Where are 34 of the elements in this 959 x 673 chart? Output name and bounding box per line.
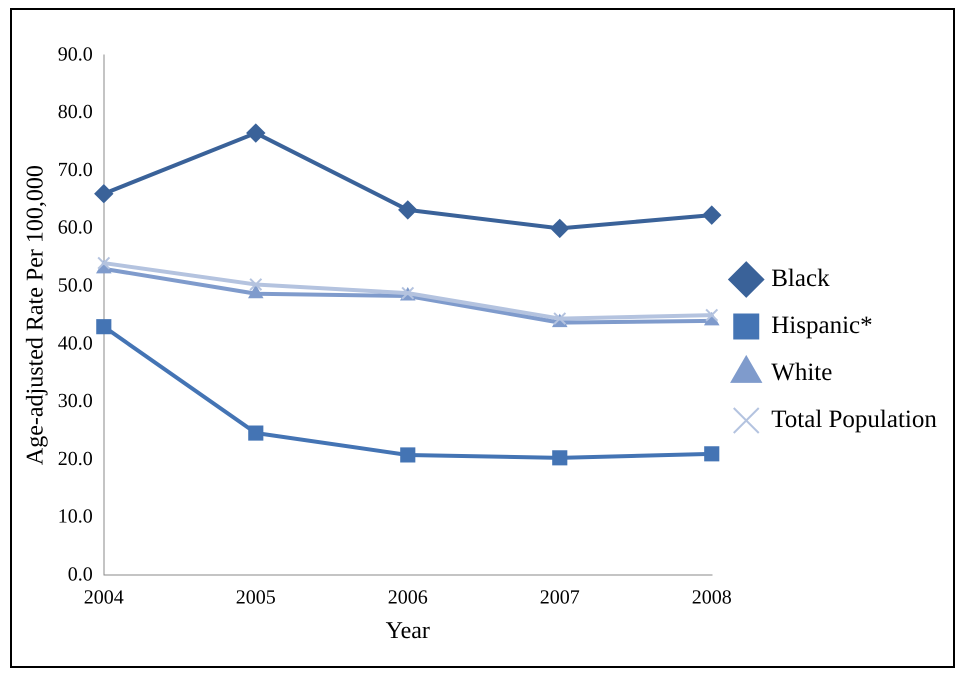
y-tick-label: 40.0 [58,332,93,354]
y-tick-label: 90.0 [58,43,93,66]
y-tick-label: 80.0 [58,101,93,124]
point [704,446,720,462]
point [96,319,112,334]
y-axis-title: Age-adjusted Rate Per 100,000 [22,165,49,466]
y-tick-label: 0.0 [68,563,93,586]
point [400,447,416,463]
point [248,425,264,441]
legend-label: Hispanic* [771,312,873,340]
point [97,256,110,270]
point [249,278,262,292]
y-tick-label: 70.0 [58,158,93,181]
legend-label: Total Population [771,406,938,434]
point [705,308,718,322]
point [398,200,418,220]
x-tick-label: 2008 [692,586,732,608]
y-tick-label: 30.0 [58,390,93,412]
y-tick-label: 60.0 [58,216,93,239]
point [94,184,114,204]
x-tick-label: 2006 [388,586,428,608]
legend-label: Black [771,265,830,292]
legend-label: White [771,359,832,386]
x-tick-label: 2004 [84,586,124,608]
point [550,218,570,238]
point [246,124,266,143]
point [552,450,568,466]
x-tick-label: 2007 [540,586,580,608]
point [702,206,722,225]
y-tick-label: 50.0 [58,274,93,296]
x-tick-label: 2005 [236,586,276,608]
y-tick-label: 20.0 [58,448,93,470]
y-tick-label: 10.0 [58,506,93,528]
x-axis-title: Year [386,618,430,644]
